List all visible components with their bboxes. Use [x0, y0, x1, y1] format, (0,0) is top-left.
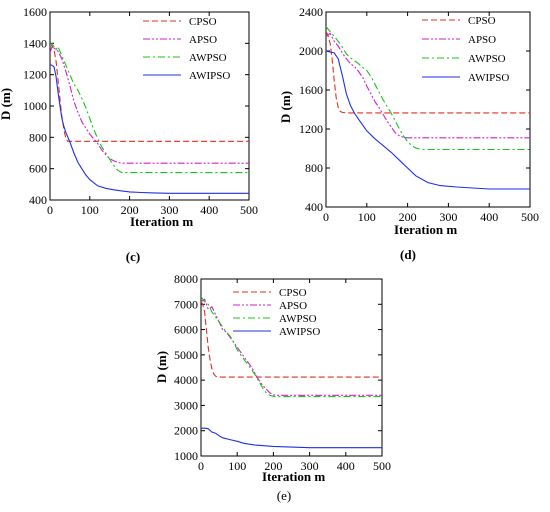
legend-label: APSO — [468, 34, 496, 46]
legend-label: CPSO — [468, 15, 496, 27]
panel-label: (d) — [400, 247, 416, 262]
legend-label: APSO — [279, 300, 307, 312]
legend-label: CPSO — [189, 16, 217, 28]
legend-label: AWIPSO — [279, 326, 320, 338]
y-tick-label: 1000 — [23, 99, 47, 113]
x-tick-label: 400 — [337, 459, 355, 473]
x-tick-label: 100 — [358, 210, 376, 224]
x-tick-label: 0 — [47, 203, 53, 217]
y-tick-label: 8000 — [174, 272, 198, 286]
plot-frame — [325, 11, 531, 208]
x-tick-label: 200 — [399, 210, 417, 224]
x-tick-label: 400 — [480, 210, 498, 224]
legend-label: AWIPSO — [468, 72, 509, 84]
series-line-cpso — [201, 301, 382, 378]
y-tick-label: 400 — [305, 200, 323, 214]
y-tick-label: 1200 — [23, 68, 47, 82]
y-tick-label: 7000 — [174, 297, 198, 311]
y-tick-label: 1600 — [23, 5, 47, 19]
legend-label: APSO — [189, 34, 217, 46]
panel-label: (e) — [277, 488, 291, 503]
x-tick-label: 300 — [301, 459, 319, 473]
series-line-awipso — [201, 427, 382, 449]
y-tick-label: 4000 — [174, 373, 198, 387]
x-tick-label: 100 — [228, 459, 246, 473]
plot-frame — [49, 11, 250, 201]
x-tick-label: 400 — [200, 203, 218, 217]
x-axis-label: Iteration m — [394, 222, 457, 237]
y-tick-label: 2400 — [299, 5, 323, 19]
legend-label: AWPSO — [189, 52, 227, 64]
y-tick-label: 600 — [29, 162, 47, 176]
y-axis-label: D (m) — [0, 88, 13, 120]
series-line-cpso — [326, 31, 530, 114]
series-line-awpso — [326, 26, 530, 151]
x-axis-label: Iteration m — [130, 214, 193, 229]
y-axis-label: D (m) — [154, 351, 169, 383]
series-line-apso — [201, 298, 382, 396]
legend-label: CPSO — [279, 287, 307, 299]
x-tick-label: 100 — [81, 203, 99, 217]
y-tick-label: 2000 — [299, 44, 323, 58]
series-line-apso — [50, 45, 249, 164]
y-tick-label: 800 — [29, 130, 47, 144]
chart-panel: 0 100 200 300 400 500 1000 2000 3000 4000 5000 6000… — [154, 272, 391, 503]
x-tick-label: 200 — [264, 459, 282, 473]
legend-label: AWPSO — [468, 53, 506, 65]
chart-panel: 0 100 200 300 400 500 400 800 1200 1600 2000 2400 CP… — [278, 5, 539, 262]
series-line-awpso — [50, 42, 249, 174]
x-tick-label: 500 — [521, 210, 539, 224]
series-line-awipso — [50, 63, 249, 194]
chart-panel: 0 100 200 300 400 500 400 600 800 1000 1200 1400 160… — [0, 5, 258, 264]
x-tick-label: 0 — [198, 459, 204, 473]
y-tick-label: 1600 — [299, 83, 323, 97]
legend-label: AWPSO — [279, 313, 317, 325]
legend-label: AWIPSO — [189, 70, 230, 82]
y-tick-label: 3000 — [174, 398, 198, 412]
y-tick-label: 1400 — [23, 36, 47, 50]
y-tick-label: 6000 — [174, 323, 198, 337]
y-tick-label: 5000 — [174, 348, 198, 362]
y-tick-label: 2000 — [174, 424, 198, 438]
x-tick-label: 200 — [121, 203, 139, 217]
series-line-awpso — [201, 296, 382, 398]
y-tick-label: 400 — [29, 193, 47, 207]
y-tick-label: 800 — [305, 161, 323, 175]
x-tick-label: 300 — [439, 210, 457, 224]
x-tick-label: 0 — [323, 210, 329, 224]
y-tick-label: 1200 — [299, 122, 323, 136]
x-tick-label: 300 — [160, 203, 178, 217]
series-line-awipso — [326, 50, 530, 190]
y-axis-label: D (m) — [278, 91, 293, 123]
series-line-apso — [326, 32, 530, 139]
x-tick-label: 500 — [373, 459, 391, 473]
x-axis-label: Iteration m — [262, 469, 325, 484]
y-tick-label: 1000 — [174, 449, 198, 463]
x-tick-label: 500 — [240, 203, 258, 217]
panel-label: (c) — [126, 249, 140, 264]
plot-frame — [200, 278, 383, 457]
